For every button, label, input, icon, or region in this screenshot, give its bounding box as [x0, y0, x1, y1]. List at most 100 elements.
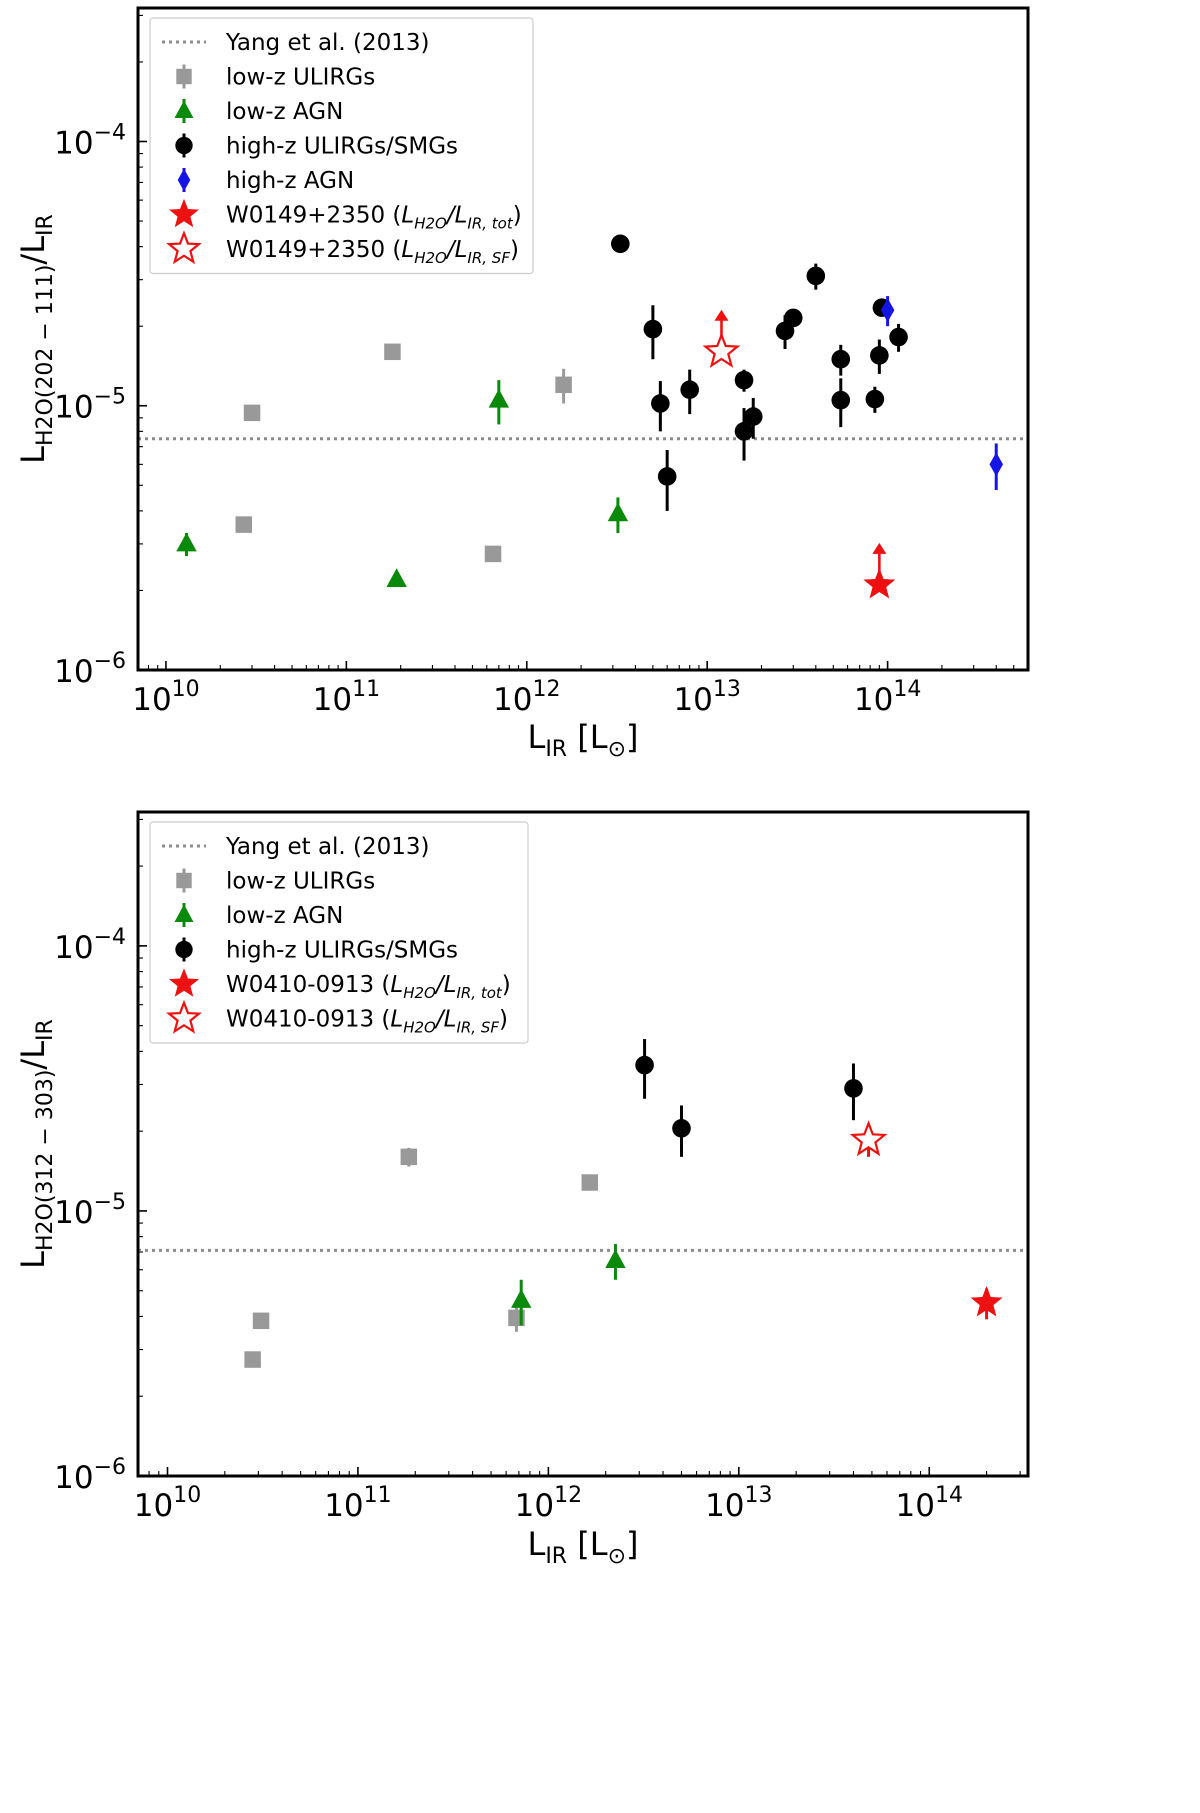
x-axis-label: LIR [L⊙] [527, 718, 638, 762]
lower-limit-arrowhead [872, 542, 887, 554]
data-point [643, 319, 663, 339]
legend-label: high-z ULIRGs/SMGs [226, 134, 458, 160]
series-square [244, 1147, 599, 1368]
x-axis-label: LIR [L⊙] [527, 1525, 638, 1569]
legend-label: low-z AGN [226, 99, 343, 125]
data-point [880, 298, 895, 323]
legend-frame [149, 17, 534, 275]
data-point [849, 1120, 888, 1157]
data-point [511, 1289, 532, 1308]
data-point [831, 349, 851, 369]
series-circle [635, 1039, 863, 1157]
legend-label: W0410-0913 (LH2O/LIR, SF) [226, 1007, 508, 1037]
legend-label: high-z ULIRGs/SMGs [226, 938, 458, 964]
data-point [243, 404, 261, 422]
legend: Yang et al. (2013) low-z ULIRGs low-z AGN h… [149, 17, 534, 275]
legend-marker [176, 68, 192, 85]
y-axis-label: LH2O(312 − 303)/LIR [14, 1019, 58, 1269]
data-point [734, 422, 754, 441]
data-point [651, 394, 670, 413]
data-point [865, 389, 885, 409]
data-point [176, 532, 197, 552]
y-tick-label: 10−6 [54, 1455, 126, 1496]
y-tick-label: 10−4 [54, 120, 126, 161]
data-point [611, 234, 630, 254]
data-point [400, 1148, 418, 1166]
legend-frame [149, 821, 529, 1044]
y-tick-label: 10−4 [54, 925, 126, 966]
legend-marker [166, 230, 202, 265]
data-point [384, 343, 401, 361]
data-point [235, 516, 253, 533]
y-tick-label: 10−6 [54, 649, 126, 690]
series-star-open [702, 309, 741, 368]
data-point [657, 467, 677, 486]
legend-label: Yang et al. (2013) [225, 834, 430, 860]
data-point [863, 568, 896, 599]
data-point [635, 1055, 654, 1075]
x-tick-label: 1010 [132, 677, 199, 718]
legend-label: W0149+2350 (LH2O/LIR, SF) [226, 237, 519, 267]
series-triangle [511, 1244, 626, 1326]
legend-marker [175, 136, 193, 155]
data-point [488, 388, 510, 408]
data-point [680, 380, 700, 400]
series-circle [611, 234, 908, 511]
data-point [743, 407, 763, 426]
x-tick-label: 1010 [134, 1483, 201, 1524]
data-point [386, 568, 407, 588]
x-tick-label: 1012 [515, 1483, 582, 1524]
legend-marker [169, 198, 199, 228]
legend-marker [169, 968, 199, 997]
y-axis-label: LH2O(202 − 111)/LIR [14, 214, 58, 464]
legend-label: W0149+2350 (LH2O/LIR, tot) [226, 203, 522, 233]
legend-marker [176, 872, 192, 889]
legend-label: low-z ULIRGs [226, 869, 375, 895]
data-point [605, 1249, 626, 1269]
bottom-panel: 1010 1011 1012 1013 1014 10−6 10−5 10−4 Yang et … [14, 810, 1030, 1569]
x-tick-label: 1014 [896, 1483, 963, 1524]
legend-marker [174, 100, 194, 118]
series-square [235, 343, 572, 563]
x-tick-label: 1013 [673, 677, 740, 718]
data-point [806, 266, 826, 286]
lower-limit-arrowhead [714, 309, 729, 321]
series-star-filled [970, 1286, 1003, 1320]
series-star-open [849, 1120, 888, 1157]
legend-label: W0410-0913 (LH2O/LIR, tot) [226, 972, 511, 1002]
legend-label: Yang et al. (2013) [225, 30, 430, 56]
x-tick-label: 1011 [324, 1483, 391, 1524]
x-tick-label: 1012 [493, 677, 560, 718]
top-panel: 1010 1011 1012 1013 1014 10−6 10−5 10−4 Yang et … [14, 6, 1030, 762]
legend-marker [166, 999, 202, 1034]
data-point [970, 1286, 1003, 1317]
legend-label: high-z AGN [226, 168, 354, 194]
data-point [870, 346, 889, 365]
data-point [702, 331, 741, 368]
data-point [484, 545, 502, 563]
series-star-filled [863, 542, 896, 599]
data-point [783, 308, 803, 328]
legend-label: low-z ULIRGs [226, 65, 375, 91]
plot-frame [136, 6, 1030, 672]
legend-marker [177, 168, 191, 192]
series-diamond [880, 296, 1003, 490]
x-tick-label: 1011 [313, 677, 380, 718]
data-point [252, 1312, 270, 1330]
legend-marker [174, 904, 194, 922]
data-point [581, 1174, 599, 1191]
data-point [889, 327, 908, 347]
plot-frame [136, 810, 1030, 1478]
x-tick-label: 1013 [705, 1483, 772, 1524]
series-triangle [176, 380, 629, 588]
data-point [989, 452, 1003, 477]
data-point [831, 390, 851, 410]
data-point [555, 376, 572, 394]
x-tick-label: 1014 [854, 677, 921, 718]
data-point [844, 1079, 863, 1098]
data-point [734, 370, 754, 390]
legend-marker [175, 940, 193, 959]
data-point [244, 1351, 261, 1368]
data-point [672, 1119, 691, 1138]
